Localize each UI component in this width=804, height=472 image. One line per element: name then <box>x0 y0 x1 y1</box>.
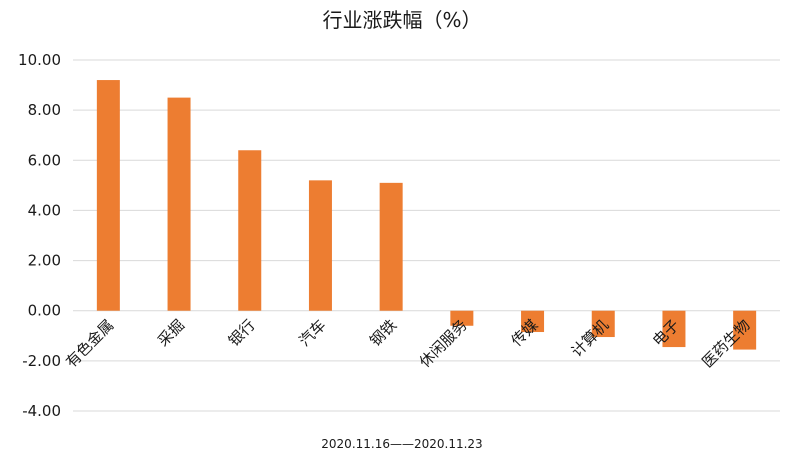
x-tick-label: 计算机 <box>568 316 613 361</box>
bar <box>238 150 262 311</box>
x-tick-label: 银行 <box>225 316 259 350</box>
y-tick-label: 10.00 <box>18 51 61 69</box>
bar <box>167 97 191 311</box>
y-tick-label: 2.00 <box>28 252 61 270</box>
y-tick-label: 8.00 <box>28 101 61 119</box>
x-axis-tick-labels: 有色金属 采掘 银行 汽车 钢铁 休闲服务 传媒 计算机 电子 医药生物 <box>62 316 753 371</box>
x-tick-label: 钢铁 <box>366 316 400 350</box>
gridlines <box>73 59 780 412</box>
bar <box>308 180 332 311</box>
y-tick-label: 4.00 <box>28 201 61 219</box>
x-axis-label: 2020.11.16——2020.11.23 <box>321 437 482 451</box>
y-tick-label: -2.00 <box>22 352 61 370</box>
bar <box>96 80 120 311</box>
bar <box>662 310 686 348</box>
y-tick-label: 6.00 <box>28 151 61 169</box>
bar <box>521 310 545 333</box>
bar <box>379 182 403 311</box>
y-axis-tick-labels: 10.00 8.00 6.00 4.00 2.00 0.00 -2.00 -4.00 <box>18 51 61 420</box>
chart-title: 行业涨跌幅（%） <box>322 8 481 32</box>
x-tick-label: 休闲服务 <box>416 316 471 371</box>
bar <box>591 310 615 338</box>
x-tick-label: 汽车 <box>296 316 330 350</box>
y-tick-label: -4.00 <box>22 402 61 420</box>
bar <box>733 310 757 350</box>
bar <box>450 310 474 326</box>
y-tick-label: 0.00 <box>28 302 61 320</box>
x-tick-label: 采掘 <box>154 316 188 350</box>
bars <box>96 80 757 350</box>
x-tick-label: 有色金属 <box>62 316 117 371</box>
